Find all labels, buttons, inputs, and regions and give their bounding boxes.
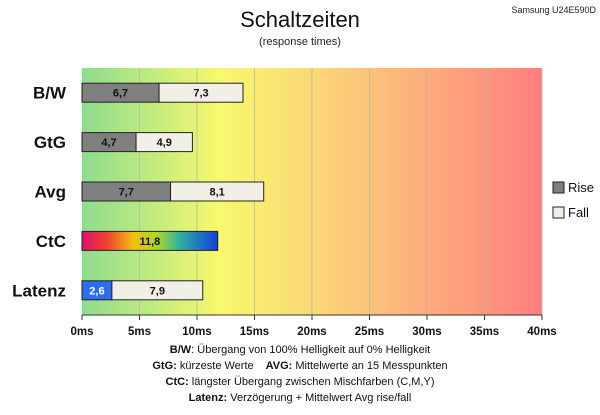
note-ctc-text: längster Übergang zwischen Mischfarben (… xyxy=(189,376,435,388)
x-tick-label-35: 35ms xyxy=(470,326,499,338)
x-tick-label-5: 5ms xyxy=(128,326,151,338)
category-label-avg: Avg xyxy=(35,183,67,202)
note-avg-key: AVG: xyxy=(266,360,293,372)
bar-label-fall-gtg: 4,9 xyxy=(157,137,172,149)
notes: B/W: Übergang von 100% Helligkeit auf 0%… xyxy=(152,344,447,404)
note-bw: B/W: Übergang von 100% Helligkeit auf 0%… xyxy=(170,344,430,356)
bar-label-rise-bw: 6,7 xyxy=(113,88,128,100)
chart-title: Schaltzeiten xyxy=(240,7,360,32)
category-label-gtg: GtG xyxy=(34,133,66,152)
bar-fall-avg xyxy=(170,181,265,202)
note-ctc-key: CtC: xyxy=(166,376,189,388)
bars: 6,7 7,3 4,7 4,9 7,7 8,1 11,8 2,6 7,9 xyxy=(81,82,265,301)
bar-latenz-avg xyxy=(111,280,204,301)
x-tick-label-10: 10ms xyxy=(182,326,211,338)
legend-label-fall: Fall xyxy=(568,205,589,220)
note-bw-text: : Übergang von 100% Helligkeit auf 0% He… xyxy=(191,344,430,356)
bar-fall-gtg xyxy=(135,132,193,153)
note-bw-key: B/W xyxy=(170,344,192,356)
x-axis-ticks: 0ms 5ms 10ms 15ms 20ms 25ms 30ms 35ms 40ms xyxy=(70,314,557,338)
legend: Rise Fall xyxy=(552,180,594,220)
bar-ctc xyxy=(81,230,219,251)
bar-label-latenz-avg: 7,9 xyxy=(150,285,165,297)
bar-label-fall-bw: 7,3 xyxy=(193,88,208,100)
bar-label-ctc: 11,8 xyxy=(139,236,160,248)
note-avg-text: Mittelwerte an 15 Messpunkten xyxy=(292,360,447,372)
note-gtg-avg: GtG: kürzeste Werte AVG: Mittelwerte an 1… xyxy=(152,360,447,372)
bar-label-latenz-signal: 2,6 xyxy=(89,285,104,297)
x-tick-label-25: 25ms xyxy=(355,326,384,338)
note-ctc: CtC: längster Übergang zwischen Mischfar… xyxy=(166,376,435,388)
note-latenz-text: Verzögerung + Mittelwert Avg rise/fall xyxy=(227,392,411,404)
legend-swatch-fall xyxy=(552,206,565,219)
bar-label-fall-avg: 8,1 xyxy=(209,187,224,199)
monitor-model: Samsung U24E590D xyxy=(511,5,596,15)
x-tick-label-40: 40ms xyxy=(527,326,556,338)
category-label-ctc: CtC xyxy=(36,232,66,251)
bar-label-rise-avg: 7,7 xyxy=(119,187,134,199)
x-tick-label-15: 15ms xyxy=(240,326,269,338)
note-latenz-key: Latenz: xyxy=(189,392,228,404)
legend-swatch-rise xyxy=(552,181,565,194)
chart-subtitle: (response times) xyxy=(259,36,341,48)
note-gtg-text: kürzeste Werte xyxy=(177,360,254,372)
legend-label-rise: Rise xyxy=(568,180,594,195)
note-gtg-key: GtG: xyxy=(152,360,176,372)
x-tick-label-30: 30ms xyxy=(412,326,441,338)
bar-fall-bw xyxy=(158,82,244,103)
bar-label-rise-gtg: 4,7 xyxy=(101,137,116,149)
category-labels: B/W GtG Avg CtC Latenz xyxy=(12,84,67,301)
x-tick-label-20: 20ms xyxy=(297,326,326,338)
x-tick-label-0: 0ms xyxy=(70,326,93,338)
category-label-bw: B/W xyxy=(33,84,67,103)
note-latenz: Latenz: Verzögerung + Mittelwert Avg ris… xyxy=(189,392,412,404)
category-label-latenz: Latenz xyxy=(12,281,66,300)
